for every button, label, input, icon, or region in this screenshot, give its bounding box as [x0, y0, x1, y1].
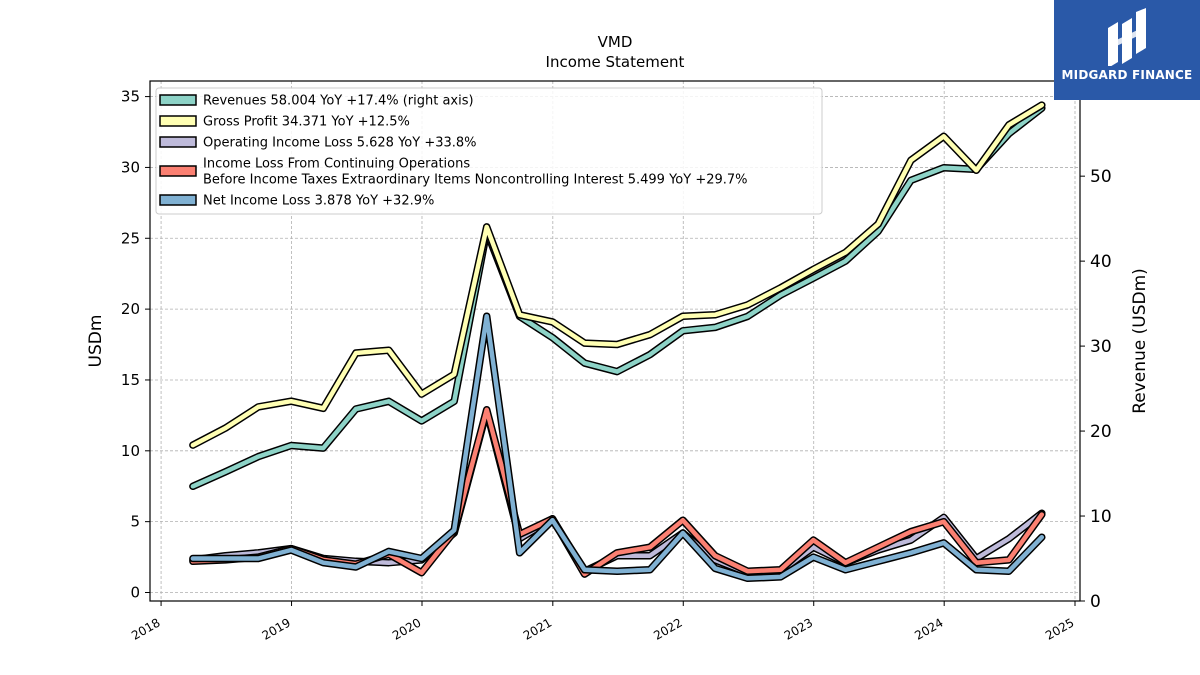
- series-0-line: [190, 105, 1045, 489]
- y-tick-label: 25: [121, 229, 140, 247]
- y-tick-label: 5: [130, 513, 140, 531]
- x-tick-label: 2018: [129, 615, 162, 642]
- plot-frame: [149, 80, 1081, 602]
- legend-label: Net Income Loss 3.878 YoY +32.9%: [203, 194, 434, 209]
- y-tick-label: 0: [130, 583, 140, 601]
- x-tick-label: 2023: [782, 615, 815, 642]
- legend-swatch: [159, 136, 197, 148]
- y2-tick-label: 10: [1090, 507, 1112, 527]
- x-tick-label: 2020: [390, 615, 423, 642]
- chart-subtitle: Income Statement: [546, 53, 685, 71]
- y-axis-label: USDm: [86, 315, 106, 368]
- y-axis-left: 0 5 10 15 20 25 30 35: [121, 88, 150, 601]
- legend-label: Operating Income Loss 5.628 YoY +33.8%: [203, 136, 477, 151]
- x-tick-label: 2022: [651, 615, 684, 642]
- legend-label: Gross Profit 34.371 YoY +12.5%: [203, 115, 410, 130]
- chart-title: VMD: [598, 33, 633, 51]
- legend-box: [155, 87, 823, 215]
- midgard-logo-icon: [1108, 8, 1146, 66]
- series-4-line: [190, 313, 1045, 581]
- x-tick-label: 2019: [260, 615, 293, 642]
- y2-tick-label: 30: [1090, 337, 1112, 357]
- legend: Revenues 58.004 YoY +17.4% (right axis) G…: [155, 87, 823, 215]
- brand-logo: MIDGARD FINANCE: [1054, 0, 1200, 100]
- x-tick-label: 2025: [1043, 615, 1076, 642]
- x-tick-label: 2024: [912, 615, 945, 642]
- y-tick-label: 15: [121, 371, 140, 389]
- y-axis-right: 0 10 20 30 40 50: [1080, 167, 1112, 612]
- y2-axis-label: Revenue (USDm): [1130, 268, 1150, 414]
- legend-swatch: [159, 194, 197, 206]
- series-1-line: [190, 102, 1045, 448]
- y2-tick-label: 20: [1090, 422, 1112, 442]
- series-layer: [189, 101, 1046, 583]
- legend-swatch: [159, 94, 197, 106]
- y2-tick-label: 50: [1090, 167, 1112, 187]
- y-tick-label: 20: [121, 300, 140, 318]
- legend-swatch: [159, 165, 197, 177]
- y-tick-label: 10: [121, 442, 140, 460]
- x-tick-label: 2021: [521, 615, 554, 642]
- legend-swatch: [159, 115, 197, 127]
- y2-tick-label: 40: [1090, 252, 1112, 272]
- y2-tick-label: 0: [1090, 592, 1101, 612]
- brand-name: MIDGARD FINANCE: [1061, 68, 1193, 82]
- x-axis: 2018 2019 2020 2021 2022 2023 2024 2025: [129, 601, 1076, 643]
- legend-label: Revenues 58.004 YoY +17.4% (right axis): [203, 94, 474, 109]
- y-tick-label: 30: [121, 158, 140, 176]
- legend-label: Income Loss From Continuing Operations Be…: [203, 157, 748, 188]
- y-tick-label: 35: [121, 88, 140, 106]
